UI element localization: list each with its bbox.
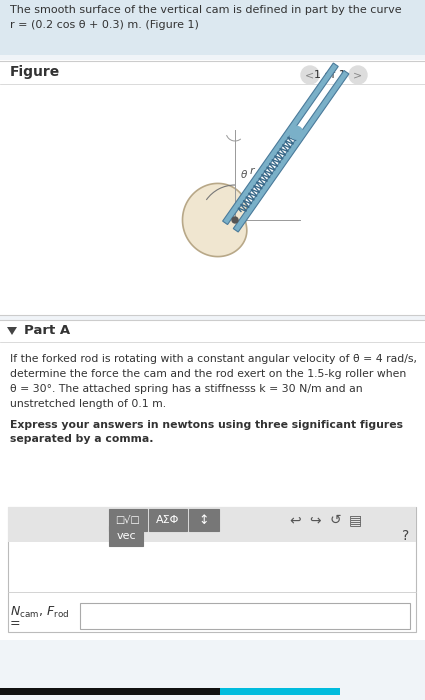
Bar [0, 688, 220, 695]
Circle shape [349, 66, 367, 84]
Bar [0, 60, 425, 315]
Text: Figure: Figure [10, 65, 60, 79]
Text: $\theta$: $\theta$ [240, 168, 248, 180]
Bar [0, 0, 425, 55]
FancyBboxPatch shape [109, 526, 143, 546]
Polygon shape [223, 63, 338, 225]
Bar [220, 688, 340, 695]
Circle shape [290, 126, 303, 139]
Circle shape [232, 217, 238, 223]
Text: θ = 30°. The attached spring has a stiffnesss k = 30 N/m and an: θ = 30°. The attached spring has a stiff… [10, 384, 363, 394]
Text: ↺: ↺ [329, 513, 341, 527]
Text: ↪: ↪ [309, 513, 321, 527]
FancyBboxPatch shape [149, 509, 187, 531]
Text: ▤: ▤ [348, 513, 362, 527]
Text: r = (0.2 cos θ + 0.3) m. (Figure 1): r = (0.2 cos θ + 0.3) m. (Figure 1) [10, 20, 199, 30]
FancyBboxPatch shape [8, 507, 416, 632]
Text: The smooth surface of the vertical cam is defined in part by the curve: The smooth surface of the vertical cam i… [10, 5, 402, 15]
Bar [0, 315, 425, 320]
FancyBboxPatch shape [109, 509, 147, 531]
Text: Express your answers in newtons using three significant figures: Express your answers in newtons using th… [10, 420, 403, 430]
Text: ↩: ↩ [289, 513, 301, 527]
Polygon shape [182, 183, 247, 257]
Text: ↕: ↕ [199, 514, 209, 526]
Text: separated by a comma.: separated by a comma. [10, 434, 153, 444]
Polygon shape [233, 71, 349, 232]
Text: =: = [10, 617, 21, 631]
Text: 1 of 1: 1 of 1 [314, 70, 346, 80]
Text: unstretched length of 0.1 m.: unstretched length of 0.1 m. [10, 399, 166, 409]
FancyBboxPatch shape [80, 603, 410, 629]
Text: $N_{\rm cam}$, $F_{\rm rod}$: $N_{\rm cam}$, $F_{\rm rod}$ [10, 605, 69, 620]
Circle shape [301, 66, 319, 84]
Text: Part A: Part A [24, 324, 70, 337]
Text: r: r [249, 165, 254, 176]
Bar [8, 507, 416, 542]
Text: >: > [353, 70, 363, 80]
FancyBboxPatch shape [189, 509, 219, 531]
Text: □√□: □√□ [116, 515, 140, 525]
Text: <: < [306, 70, 314, 80]
Text: If the forked rod is rotating with a constant angular velocity of θ̇ = 4 rad/s,: If the forked rod is rotating with a con… [10, 354, 417, 364]
Polygon shape [7, 327, 17, 335]
Text: vec: vec [116, 531, 136, 541]
Bar [0, 55, 425, 60]
Text: determine the force the cam and the rod exert on the 1.5-kg roller when: determine the force the cam and the rod … [10, 369, 406, 379]
Bar [0, 320, 425, 640]
Text: ?: ? [402, 529, 410, 543]
Text: ΑΣΦ: ΑΣΦ [156, 515, 180, 525]
